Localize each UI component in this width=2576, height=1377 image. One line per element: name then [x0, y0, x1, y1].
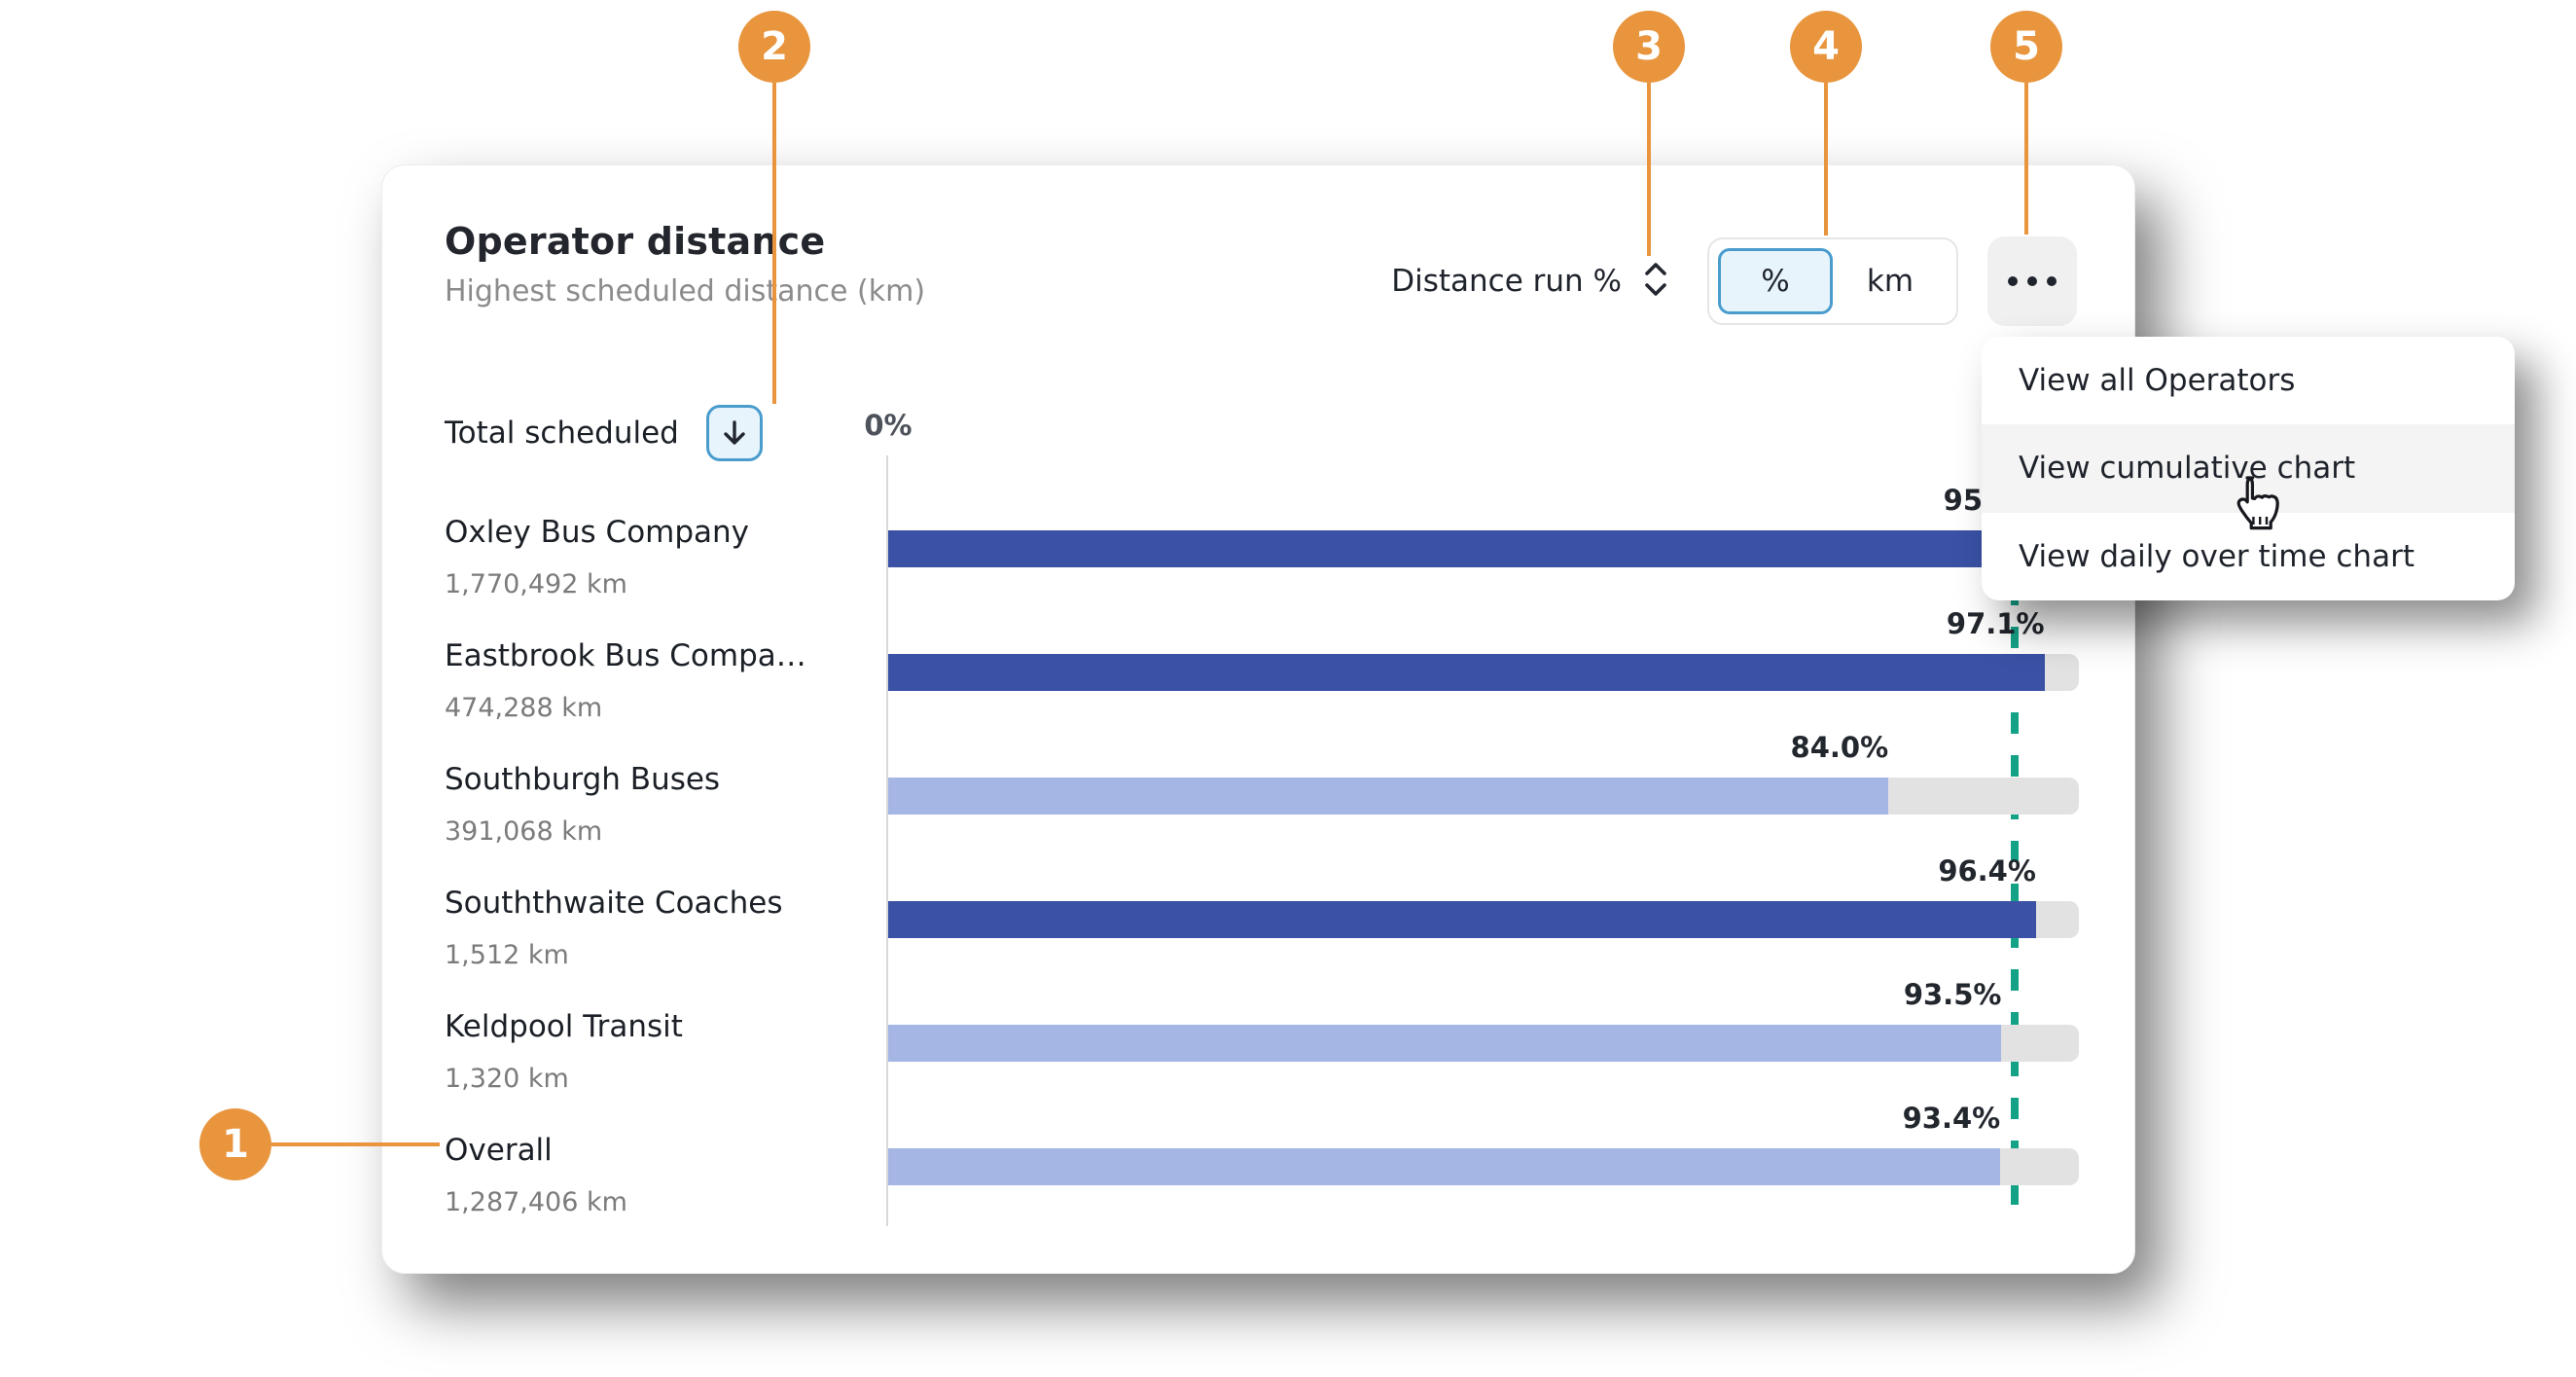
operator-name: Keldpool Transit: [445, 1009, 683, 1044]
operator-total-km: 474,288 km: [445, 693, 603, 723]
axis-origin-label: 0%: [864, 409, 912, 442]
bar-percent-label: 95: [1943, 484, 1983, 517]
bar-fill: [888, 778, 1889, 815]
bar-percent-label: 93.5%: [1903, 978, 2002, 1011]
operator-name: Overall: [445, 1133, 553, 1168]
bar-fill: [888, 1148, 2001, 1185]
badge-connector-line: [772, 83, 776, 404]
unfold-chevrons-icon: [1639, 260, 1672, 303]
operator-total-km: 1,770,492 km: [445, 569, 627, 599]
operator-total-km: 1,512 km: [445, 940, 569, 970]
page-title: Operator distance: [445, 220, 826, 263]
operator-total-km: 1,320 km: [445, 1064, 569, 1094]
operator-total-km: 391,068 km: [445, 816, 603, 847]
annotation-badge-2: 2: [738, 11, 810, 83]
annotation-badge-5: 5: [1990, 11, 2062, 83]
column-sort-direction-button[interactable]: [705, 405, 763, 461]
ellipsis-icon: [2008, 276, 2018, 286]
target-dashed-line: [2010, 455, 2019, 1226]
axis-baseline: [886, 455, 888, 1226]
operator-name: Eastbrook Bus Compa…: [445, 638, 806, 673]
badge-connector-line: [2024, 83, 2028, 235]
badge-connector-line: [271, 1142, 440, 1146]
bar-percent-label: 93.4%: [1902, 1102, 2001, 1135]
sort-metric-selector[interactable]: Distance run %: [1391, 260, 1672, 303]
unit-option-percent[interactable]: %: [1718, 248, 1833, 314]
operator-distance-card: Operator distance Highest scheduled dist…: [381, 164, 2135, 1274]
bar-fill: [888, 1025, 2002, 1062]
annotation-badge-4: 4: [1790, 11, 1862, 83]
unit-option-percent-label: %: [1761, 264, 1790, 299]
bar-percent-label: 84.0%: [1790, 731, 1889, 764]
annotation-badge-3: 3: [1613, 11, 1685, 83]
operator-name: Oxley Bus Company: [445, 515, 750, 550]
operator-name: Souththwaite Coaches: [445, 886, 783, 921]
menu-item-view-all-operators[interactable]: View all Operators: [2019, 363, 2296, 399]
sort-metric-label: Distance run %: [1391, 264, 1622, 299]
hand-pointer-cursor: [2226, 474, 2286, 542]
bar-percent-label: 96.4%: [1938, 854, 2036, 888]
badge-connector-line: [1824, 83, 1828, 236]
operator-total-km: 1,287,406 km: [445, 1187, 627, 1217]
unit-toggle: % km: [1707, 237, 1958, 325]
more-menu-button[interactable]: [1987, 236, 2077, 326]
operator-name: Southburgh Buses: [445, 762, 721, 797]
unit-option-km-label: km: [1866, 264, 1914, 299]
menu-item-view-daily-over-time-chart[interactable]: View daily over time chart: [2019, 538, 2415, 574]
bar-fill: [888, 901, 2036, 938]
more-menu-dropdown: View all Operators View cumulative chart…: [1982, 337, 2515, 600]
column-header-label: Total scheduled: [445, 416, 679, 451]
annotation-badge-1: 1: [199, 1108, 271, 1180]
arrow-down-icon: [724, 420, 745, 445]
column-header: Total scheduled: [445, 405, 763, 461]
bar-fill: [888, 654, 2045, 691]
bar-fill: [888, 530, 2034, 567]
badge-connector-line: [1647, 83, 1651, 256]
unit-option-km[interactable]: km: [1833, 248, 1948, 314]
page-subtitle: Highest scheduled distance (km): [445, 274, 926, 308]
header-controls: Distance run % % km: [1316, 236, 2077, 327]
bar-percent-label: 97.1%: [1946, 607, 2045, 640]
